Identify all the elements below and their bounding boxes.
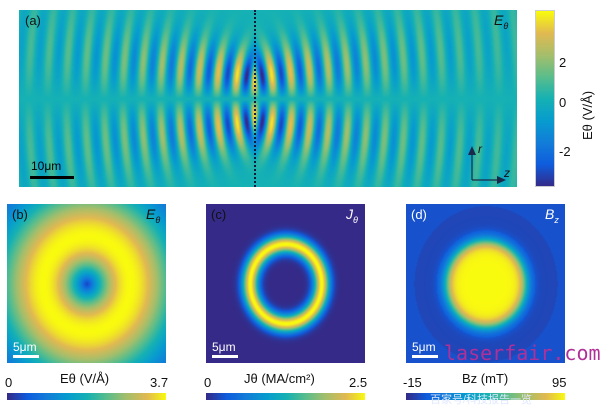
colorbar-d-max: 95 xyxy=(552,375,567,390)
field-letter: E xyxy=(146,206,156,222)
scale-label-c: 5μm xyxy=(212,340,236,354)
scale-bar-a xyxy=(30,176,74,179)
field-label-a: Eθ xyxy=(494,12,508,31)
field-sub: θ xyxy=(155,214,161,225)
colorbar-c-max: 2.5 xyxy=(349,375,368,390)
field-label-b: Eθ xyxy=(146,206,160,225)
colorbar-b-max: 3.7 xyxy=(150,375,169,390)
colorbar-b xyxy=(7,393,166,400)
scale-bar-c xyxy=(212,355,238,358)
field-letter: E xyxy=(494,12,504,28)
colorbar-d-label: Bz (mT) xyxy=(462,371,509,386)
field-letter: B xyxy=(545,206,555,222)
heatmap-c xyxy=(206,204,365,363)
scale-bar-d xyxy=(412,355,438,358)
scale-label-d: 5μm xyxy=(412,340,436,354)
field-label-d: Bz xyxy=(545,206,559,225)
colorbar-a xyxy=(535,10,555,187)
center-dotted-line xyxy=(254,10,256,187)
field-letter: J xyxy=(346,206,353,222)
r-axis-label: r xyxy=(478,142,482,156)
r-z-axes-icon xyxy=(468,146,506,184)
heatmap-a xyxy=(19,10,517,187)
field-sub: θ xyxy=(353,214,358,225)
watermark: laserfair.com xyxy=(444,341,600,365)
field-sub: z xyxy=(554,214,559,225)
scale-label-b: 5μm xyxy=(13,340,37,354)
panel-label-d: (d) xyxy=(411,207,427,222)
field-sub: θ xyxy=(503,20,509,31)
colorbar-d xyxy=(406,393,565,400)
scale-bar-b xyxy=(13,355,39,358)
colorbar-c-label: Jθ (MA/cm²) xyxy=(244,371,315,386)
z-axis-label: z xyxy=(504,166,510,180)
colorbar-a-tick: -2 xyxy=(559,144,571,159)
colorbar-d-min: -15 xyxy=(403,375,422,390)
panel-label-c: (c) xyxy=(211,207,227,222)
colorbar-a-tick: 0 xyxy=(559,95,567,110)
watermark-secondary: 百家号/科技报告一览 xyxy=(430,394,533,406)
colorbar-a-tick: 2 xyxy=(559,55,567,70)
field-label-c: Jθ xyxy=(346,206,358,225)
colorbar-a-label: Eθ (V/Å) xyxy=(580,90,595,140)
panel-label-a: (a) xyxy=(25,13,41,28)
colorbar-b-label: Eθ (V/Å) xyxy=(60,371,110,386)
heatmap-b xyxy=(7,204,166,363)
colorbar-c xyxy=(206,393,365,400)
heatmap-d xyxy=(406,204,565,363)
colorbar-b-min: 0 xyxy=(5,375,13,390)
panel-label-b: (b) xyxy=(12,207,28,222)
scale-label-a: 10μm xyxy=(31,159,62,173)
colorbar-c-min: 0 xyxy=(204,375,212,390)
